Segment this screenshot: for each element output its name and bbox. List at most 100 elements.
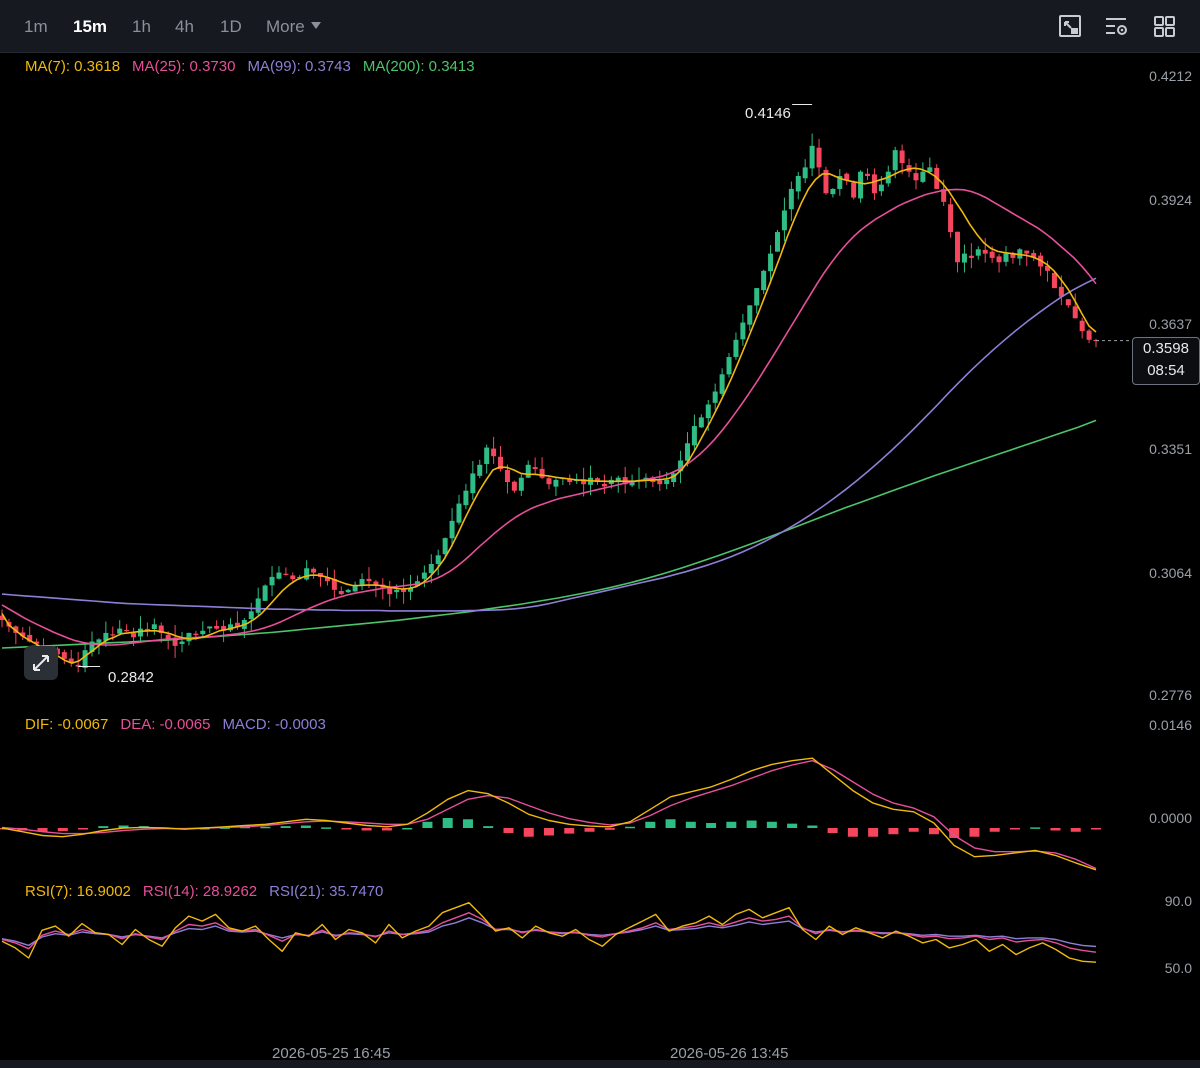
candle-body [975,249,981,256]
candle-body [324,577,330,582]
candle-body [871,174,877,194]
candle-body [352,585,358,592]
candle-body [186,632,192,642]
macd-histogram-bar [361,828,372,831]
candle-body [774,232,780,252]
candle-body [137,628,143,637]
candle-body [830,188,836,195]
candle-body [968,255,974,258]
ma200-legend: MA(200): 0.3413 [362,58,475,75]
macd-histogram-bar [321,827,332,829]
candle-body [913,173,919,181]
candle-body [678,460,684,472]
candle-body [27,634,33,642]
rsi-legend: RSI(7): 16.9002 RSI(14): 28.9262 RSI(21): … [25,883,395,900]
candle-body [463,490,469,506]
candle-body [75,664,81,667]
macd-histogram-bar [868,828,879,837]
macd-histogram-bar [645,821,656,828]
candle-body [408,587,414,592]
chart-type-icon[interactable] [1058,14,1084,40]
macd-histogram-bar [240,826,251,829]
candle-body [158,625,164,633]
candle-body [428,563,434,574]
macd-histogram-bar [442,818,453,828]
moving-average-lines [1,167,1132,664]
candle-body [248,611,254,619]
layout-grid-icon[interactable] [1152,14,1178,40]
candle-body [227,624,233,631]
candle-body [255,598,261,613]
macd-histogram-bar [665,819,676,828]
candle-body [1031,252,1037,258]
macd-histogram-bar [564,828,575,834]
timeframe-1h[interactable]: 1h [132,17,151,36]
timeframe-1d[interactable]: 1D [220,17,242,36]
candle-body [664,479,670,485]
candle-body [283,573,289,575]
candle-body [982,249,988,254]
macd-histogram-bar [1091,828,1101,830]
candle-body [0,615,5,620]
macd-histogram-bar [381,828,392,831]
macd-histogram-bar [928,828,939,835]
candle-body [1045,265,1051,271]
candle-body [124,630,130,632]
macd-histogram-bar [807,825,818,828]
candle-body [553,479,559,487]
macd-histogram-bar [908,828,919,832]
candle-body [802,167,808,179]
candle-body [504,469,510,483]
macd-histogram-bar [98,826,109,828]
candle-body [221,626,227,631]
expand-chart-button[interactable] [24,646,58,680]
candle-body [594,478,600,483]
candle-body [865,173,871,177]
candle-body [615,477,621,481]
timeframe-1m[interactable]: 1m [24,17,48,36]
candle-body [103,632,109,641]
candle-body [809,145,815,169]
candle-body [34,641,40,644]
candle-body [262,585,268,601]
candle-body [705,404,711,419]
candle-body [567,478,573,483]
macd-histogram-bar [847,828,858,837]
timeframe-4h[interactable]: 4h [175,17,194,36]
candle-body [539,468,545,478]
candle-body [726,357,732,375]
macd-histogram-bar [1070,828,1081,832]
candle-body [511,481,517,491]
candle-body [525,464,531,478]
candle-body [144,628,150,631]
time-tick: 2026-05-26 13:45 [670,1045,789,1062]
macd-tick: 0.0000 [1149,810,1192,826]
indicator-settings-icon[interactable] [1104,14,1130,40]
candle-body [955,231,961,263]
more-timeframes-dropdown[interactable]: More [266,17,321,37]
timeframe-15m[interactable]: 15m [73,17,108,36]
ma99-legend: MA(99): 0.3743 [247,58,351,75]
candle-body [1003,253,1009,262]
price-tick: 0.3924 [1149,192,1192,208]
candle-body [518,477,524,491]
candle-body [795,176,801,192]
candle-body [996,256,1002,263]
macd-histogram-bar [503,828,514,833]
macd-histogram-bar [726,821,737,828]
caret-down-icon [310,22,321,30]
candle-body [442,538,448,555]
macd-histogram-bar [969,828,980,837]
candle-body [193,633,199,636]
candle-body [892,150,898,171]
candle-body [684,443,690,461]
candle-body [761,270,767,291]
rsi-tick: 90.0 [1164,893,1192,909]
candle-body [470,473,476,494]
macd-histogram-bar [604,828,615,830]
candle-body [297,576,303,579]
price-tick: 0.3064 [1149,565,1192,581]
candle-body [179,641,185,644]
candle-body [878,184,884,192]
